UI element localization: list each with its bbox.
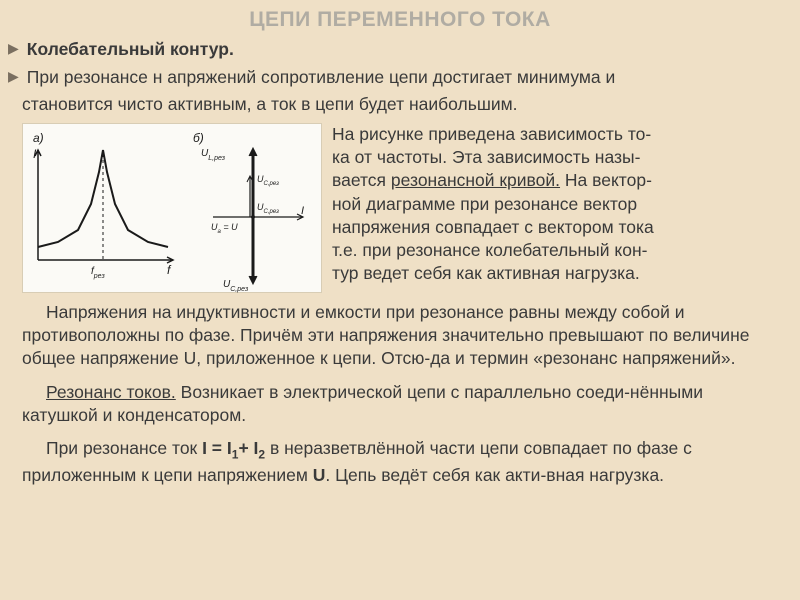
paragraph-2: Резонанс токов. Возникает в электрическо… bbox=[22, 381, 778, 428]
vlabel-uc-mid: UС,рез bbox=[257, 174, 279, 187]
figure-caption-text: На рисунке приведена зависимость то- ка … bbox=[332, 123, 778, 293]
bullet-2-text: При резонансе н апряжений сопротивление … bbox=[27, 66, 616, 90]
panel-a-tick: fрез bbox=[91, 266, 105, 280]
resonance-figure: а) I f fрез б) UL,рез I bbox=[22, 123, 322, 293]
vlabel-ua: Ua = U bbox=[211, 222, 238, 235]
bullet-1-text: Колебательный контур. bbox=[27, 38, 234, 62]
p2-underline: Резонанс токов. bbox=[46, 382, 176, 402]
vlabel-i: I bbox=[301, 205, 304, 217]
paragraph-3: При резонансе ток I = I1+ I2 в неразветв… bbox=[22, 437, 778, 487]
vlabel-uc-bot: UС,рез bbox=[223, 279, 249, 293]
bullet-marker-icon: ▶ bbox=[8, 68, 19, 85]
panel-b-label: б) bbox=[193, 131, 204, 145]
rt-l1: На рисунке приведена зависимость то- bbox=[332, 124, 651, 144]
paragraph-1: Напряжения на индуктивности и емкости пр… bbox=[22, 301, 778, 371]
p3-a: При резонансе ток bbox=[46, 438, 202, 458]
vlabel-close: UС,рез bbox=[257, 202, 279, 215]
rt-l4: ной диаграмме при резонансе вектор bbox=[332, 194, 637, 214]
rt-l5: напряжения совпадает с вектором тока bbox=[332, 217, 654, 237]
rt-l6: т.е. при резонансе колебательный кон- bbox=[332, 240, 647, 260]
continuation-text: становится чисто активным, а ток в цепи … bbox=[22, 93, 778, 117]
panel-a-label: а) bbox=[33, 131, 44, 145]
p3-formula: I = I1+ I2 bbox=[202, 438, 265, 458]
page-title: ЦЕПИ ПЕРЕМЕННОГО ТОКА bbox=[22, 8, 778, 32]
figure-and-text-row: а) I f fрез б) UL,рез I bbox=[22, 123, 778, 293]
rt-l2: ка от частоты. Эта зависимость назы- bbox=[332, 147, 640, 167]
rt-l3c: На вектор- bbox=[560, 170, 652, 190]
bullet-2: ▶ При резонансе н апряжений сопротивлени… bbox=[8, 66, 778, 90]
rt-l3a: вается bbox=[332, 170, 391, 190]
bullet-marker-icon: ▶ bbox=[8, 40, 19, 57]
vlabel-ul: UL,рез bbox=[201, 148, 226, 162]
p3-f: . Цепь ведёт себя как акти-вная нагрузка… bbox=[325, 465, 664, 485]
rt-l7: тур ведет себя как активная нагрузка. bbox=[332, 263, 640, 283]
bullet-1: ▶ Колебательный контур. bbox=[8, 38, 778, 62]
panel-a-xlabel: f bbox=[167, 263, 172, 277]
p3-e: U bbox=[313, 465, 326, 485]
rt-l3b: резонансной кривой. bbox=[391, 170, 560, 190]
